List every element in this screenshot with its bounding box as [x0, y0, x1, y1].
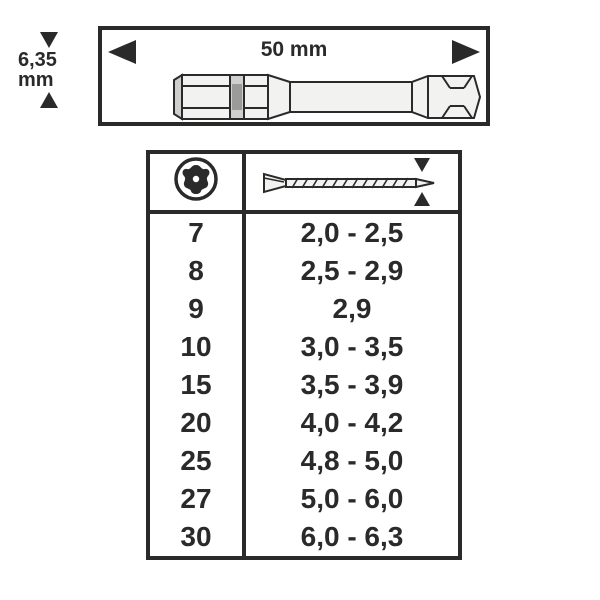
screw-range-cell: 3,0 - 3,5 [244, 328, 460, 366]
table-row: 20 4,0 - 4,2 [148, 404, 460, 442]
countersunk-screw-icon [262, 172, 442, 194]
screw-range-cell: 2,5 - 2,9 [244, 252, 460, 290]
screw-range-cell: 6,0 - 6,3 [244, 518, 460, 558]
table-row: 7 2,0 - 2,5 [148, 212, 460, 252]
table-row: 8 2,5 - 2,9 [148, 252, 460, 290]
table-row: 30 6,0 - 6,3 [148, 518, 460, 558]
dimension-panel: 50 mm [98, 26, 490, 126]
arrow-up-icon [414, 192, 430, 206]
size-table: 7 2,0 - 2,5 8 2,5 - 2,9 9 2,9 10 3,0 - 3… [146, 150, 462, 560]
torx-size-cell: 8 [148, 252, 244, 290]
table-row: 9 2,9 [148, 290, 460, 328]
torx-security-icon [174, 157, 218, 208]
table-row: 27 5,0 - 6,0 [148, 480, 460, 518]
torx-size-cell: 7 [148, 212, 244, 252]
table-header-row [148, 152, 460, 212]
table-row: 15 3,5 - 3,9 [148, 366, 460, 404]
shank-height-value: 6,35 [18, 49, 57, 71]
screw-range-cell: 2,9 [244, 290, 460, 328]
screw-header-cell [244, 152, 460, 212]
torx-size-cell: 10 [148, 328, 244, 366]
torx-size-cell: 20 [148, 404, 244, 442]
arrow-right-icon [452, 40, 480, 64]
arrow-down-icon [414, 158, 430, 172]
screw-range-cell: 4,8 - 5,0 [244, 442, 460, 480]
torx-size-cell: 30 [148, 518, 244, 558]
screw-range-cell: 5,0 - 6,0 [244, 480, 460, 518]
table-row: 10 3,0 - 3,5 [148, 328, 460, 366]
arrow-up-icon [40, 92, 58, 108]
torx-size-cell: 15 [148, 366, 244, 404]
shank-height-unit: mm [18, 69, 54, 91]
hex-shank-bit-icon [172, 72, 482, 122]
screw-range-cell: 3,5 - 3,9 [244, 366, 460, 404]
length-label: 50 mm [261, 38, 328, 62]
arrow-left-icon [108, 40, 136, 64]
torx-header-cell [148, 152, 244, 212]
screw-range-cell: 4,0 - 4,2 [244, 404, 460, 442]
table-row: 25 4,8 - 5,0 [148, 442, 460, 480]
arrow-down-icon [40, 32, 58, 48]
torx-size-cell: 9 [148, 290, 244, 328]
torx-size-cell: 25 [148, 442, 244, 480]
torx-size-cell: 27 [148, 480, 244, 518]
shank-height-label: 6,35 mm [18, 50, 57, 90]
page: { "colors": { "stroke": "#2a2a2a", "bg":… [0, 0, 600, 600]
screw-range-cell: 2,0 - 2,5 [244, 212, 460, 252]
